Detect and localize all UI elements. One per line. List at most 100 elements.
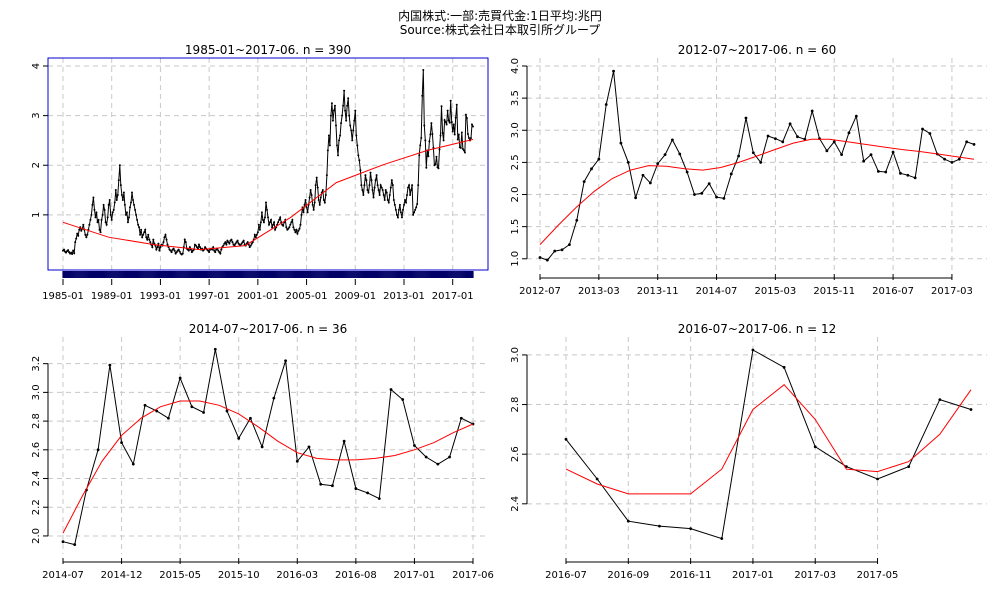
- y-tick-label: 2.5: [510, 154, 521, 170]
- data-point: [135, 213, 138, 216]
- data-point: [832, 140, 836, 144]
- data-point: [385, 191, 388, 194]
- data-point: [436, 462, 440, 466]
- data-point: [788, 122, 792, 126]
- data-point: [167, 416, 170, 420]
- y-tick-label: 2.8: [31, 413, 42, 429]
- data-point: [109, 213, 112, 216]
- data-point: [363, 184, 366, 187]
- data-point: [94, 216, 97, 219]
- data-point: [448, 121, 451, 124]
- data-point: [228, 242, 231, 245]
- x-tick-label: 2015-11: [813, 286, 855, 297]
- data-point: [114, 189, 117, 192]
- data-point: [729, 172, 733, 176]
- data-point: [309, 189, 312, 192]
- data-point: [230, 238, 233, 241]
- data-point: [431, 132, 434, 135]
- data-point: [254, 236, 257, 239]
- data-point: [700, 191, 704, 195]
- y-tick-label: 2.2: [31, 499, 42, 515]
- data-point: [175, 251, 178, 254]
- data-point: [408, 184, 411, 187]
- panels: 1985-01~2017-06. n = 390 1 2 3 4 1985-01 1989-…: [31, 43, 987, 581]
- data-point: [88, 223, 91, 226]
- data-point: [907, 465, 911, 468]
- data-point: [399, 211, 402, 214]
- data-point: [139, 233, 142, 236]
- data-point: [212, 246, 215, 249]
- data-point: [393, 203, 396, 206]
- series-line-trend: [62, 400, 474, 534]
- data-point: [950, 160, 954, 164]
- data-point: [214, 251, 217, 254]
- data-point: [381, 189, 384, 192]
- data-point: [302, 211, 305, 214]
- panel-title: 1985-01~2017-06. n = 390: [185, 43, 351, 57]
- data-point: [80, 229, 83, 232]
- data-point: [157, 242, 160, 245]
- data-point: [428, 140, 431, 143]
- data-point: [386, 198, 389, 201]
- data-point: [166, 243, 169, 246]
- data-point: [402, 203, 405, 206]
- data-point: [255, 233, 258, 236]
- data-point: [374, 179, 377, 182]
- data-point: [143, 231, 146, 234]
- data-point: [342, 104, 345, 107]
- data-point: [813, 445, 817, 449]
- data-point: [450, 121, 453, 124]
- data-point: [95, 211, 98, 214]
- data-point: [317, 198, 320, 201]
- data-point: [112, 208, 115, 211]
- data-point: [142, 233, 145, 236]
- data-point: [342, 439, 346, 443]
- x-tick-label: 2013-01: [383, 291, 425, 302]
- data-point: [218, 251, 221, 254]
- data-point: [116, 194, 119, 197]
- data-point: [107, 203, 110, 206]
- data-point: [117, 179, 120, 182]
- data-point: [108, 363, 112, 367]
- data-point: [840, 153, 843, 157]
- data-point: [366, 189, 369, 192]
- data-point: [538, 256, 542, 259]
- data-point: [463, 151, 466, 154]
- data-point: [685, 170, 689, 174]
- data-point: [371, 189, 374, 192]
- data-point: [796, 135, 799, 139]
- data-point: [84, 233, 87, 236]
- data-point: [90, 213, 93, 216]
- data-point: [257, 223, 260, 226]
- data-point: [108, 198, 111, 201]
- data-point: [404, 198, 407, 201]
- data-point: [467, 136, 470, 139]
- data-point: [85, 236, 88, 239]
- data-point: [242, 239, 245, 242]
- series-line-trend: [565, 384, 972, 495]
- x-tick-label: 2016-07: [545, 570, 587, 581]
- data-point: [365, 179, 368, 182]
- data-point: [326, 149, 329, 152]
- data-point: [357, 154, 360, 157]
- data-point: [415, 206, 418, 209]
- data-point: [63, 248, 66, 251]
- data-point: [545, 258, 549, 262]
- data-point: [264, 201, 267, 204]
- y-tick-label: 2.6: [510, 446, 521, 462]
- x-tick-label: 2016-07: [872, 286, 914, 297]
- data-point: [338, 139, 341, 142]
- x-tick-label: 2017-06: [452, 570, 494, 581]
- data-point: [315, 176, 318, 179]
- data-point: [327, 134, 330, 137]
- data-point: [120, 194, 123, 197]
- data-point: [178, 250, 181, 253]
- data-point: [290, 221, 293, 224]
- data-point: [928, 132, 932, 135]
- data-point: [451, 130, 454, 133]
- data-point: [222, 244, 225, 247]
- data-point: [375, 174, 378, 177]
- x-tick-label: 2017-05: [857, 570, 899, 581]
- data-point: [421, 94, 424, 97]
